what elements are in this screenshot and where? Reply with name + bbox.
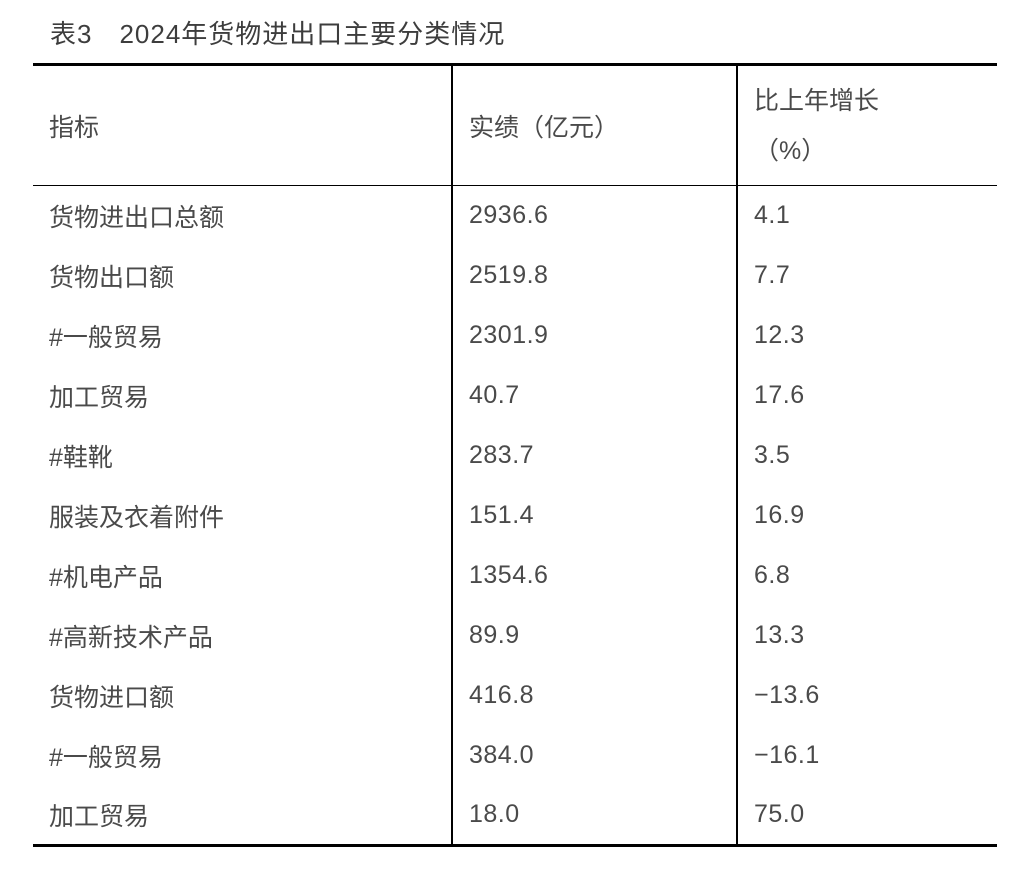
table-title: 表3 2024年货物进出口主要分类情况 <box>50 19 506 49</box>
value-cell: 2519.8 <box>452 245 738 306</box>
header-indicator: 指标 <box>33 64 453 186</box>
header-growth-line1: 比上年增长 <box>754 86 880 115</box>
header-growth-line2: （%） <box>754 136 827 165</box>
growth-cell: 75.0 <box>754 800 805 829</box>
table-row: 服装及衣着附件 151.4 16.9 <box>33 485 997 546</box>
table-header: 指标 实绩（亿元） 比上年增长 （%） <box>33 64 997 186</box>
value-cell: 384.0 <box>452 725 738 786</box>
table-row: 加工贸易 18.0 75.0 <box>33 785 997 846</box>
table-row: #鞋靴 283.7 3.5 <box>33 425 997 486</box>
growth-cell: 16.9 <box>754 501 805 529</box>
indicator-cell: 货物进口额 <box>33 665 453 726</box>
indicator-cell: 货物出口额 <box>33 245 453 306</box>
growth-cell: −16.1 <box>754 741 820 769</box>
value-cell: 2936.6 <box>452 185 738 246</box>
header-row: 指标 实绩（亿元） 比上年增长 （%） <box>33 64 997 186</box>
indicator-cell: #机电产品 <box>33 545 453 606</box>
value-cell: 89.9 <box>452 605 738 666</box>
indicator-cell: 加工贸易 <box>33 365 453 426</box>
indicator-cell: #鞋靴 <box>33 425 453 486</box>
import-export-table: 指标 实绩（亿元） 比上年增长 （%） 货物进出口总额 2936.6 4.1 货… <box>33 63 997 847</box>
value-cell: 283.7 <box>452 425 738 486</box>
indicator-cell: 服装及衣着附件 <box>33 485 453 546</box>
growth-cell: −13.6 <box>754 681 820 709</box>
table-row: #机电产品 1354.6 6.8 <box>33 545 997 606</box>
value-cell: 2301.9 <box>452 305 738 366</box>
indicator-cell: 货物进出口总额 <box>33 185 453 246</box>
table-body: 货物进出口总额 2936.6 4.1 货物出口额 2519.8 7.7 #一般贸… <box>33 185 997 846</box>
growth-cell: 7.7 <box>754 261 791 289</box>
table-row: #一般贸易 2301.9 12.3 <box>33 305 997 366</box>
table-row: 货物进出口总额 2936.6 4.1 <box>33 185 997 246</box>
value-cell: 18.0 <box>452 785 738 846</box>
indicator-cell: 加工贸易 <box>33 785 453 846</box>
value-cell: 151.4 <box>452 485 738 546</box>
indicator-cell: #一般贸易 <box>33 725 453 786</box>
indicator-cell: #高新技术产品 <box>33 605 453 666</box>
table-row: #一般贸易 384.0 −16.1 <box>33 725 997 786</box>
growth-cell: 13.3 <box>754 621 805 649</box>
growth-cell: 12.3 <box>754 321 805 349</box>
growth-cell: 3.5 <box>754 441 791 469</box>
table-row: #高新技术产品 89.9 13.3 <box>33 605 997 666</box>
growth-cell: 4.1 <box>754 201 791 230</box>
value-cell: 40.7 <box>452 365 738 426</box>
table-row: 货物进口额 416.8 −13.6 <box>33 665 997 726</box>
header-value: 实绩（亿元） <box>452 64 738 186</box>
indicator-cell: #一般贸易 <box>33 305 453 366</box>
table-row: 加工贸易 40.7 17.6 <box>33 365 997 426</box>
growth-cell: 6.8 <box>754 561 791 589</box>
header-growth: 比上年增长 （%） <box>737 64 997 186</box>
value-cell: 416.8 <box>452 665 738 726</box>
table-row: 货物出口额 2519.8 7.7 <box>33 245 997 306</box>
growth-cell: 17.6 <box>754 381 805 409</box>
value-cell: 1354.6 <box>452 545 738 606</box>
